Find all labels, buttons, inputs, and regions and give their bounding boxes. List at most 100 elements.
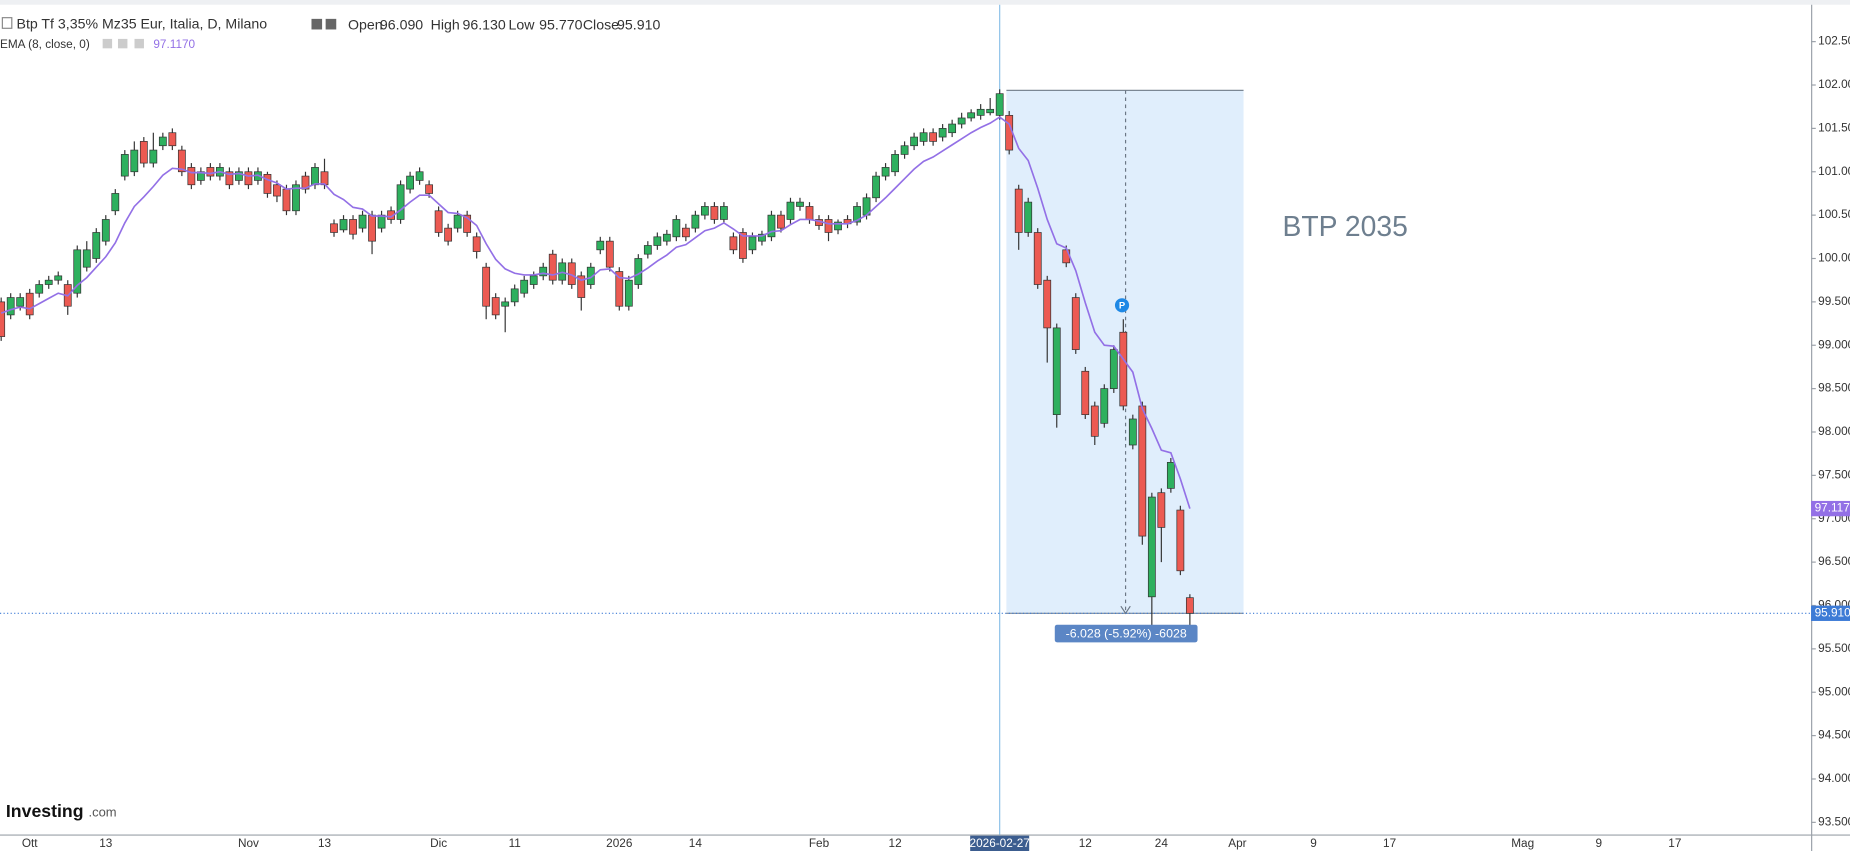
crosshair-label: 2026-02-27 [970,837,1030,850]
annotation: BTP 2035 [1282,210,1407,242]
y-tick-label: 102.500 [1818,35,1850,48]
settings-icon[interactable] [311,18,323,30]
candle-body [158,136,167,147]
candle-body [777,214,785,229]
measure-label-box [1054,624,1198,643]
y-tick-label: 99.500 [1818,295,1850,308]
candle-body [54,275,63,281]
candle-body [691,214,700,229]
x-tick-label: 11 [509,837,521,850]
ema-line [0,116,1191,509]
candle-body [472,236,481,252]
candle-body [330,223,338,233]
candle-body [444,227,453,242]
candle-body [1109,349,1118,389]
candle-body [662,233,671,242]
y-tick-label: 93.500 [1818,815,1850,828]
candle-body [1071,297,1080,350]
brand-suffix: .com [88,805,116,820]
candle-body [425,184,434,194]
legend-value: 95.770 [539,17,582,33]
candle-body [396,184,405,220]
y-tick-label: 94.500 [1818,729,1850,742]
candle-body [938,128,947,138]
event-marker-label: P [1119,299,1125,310]
candle-body [672,219,681,238]
candle-body [1052,327,1061,416]
event-marker[interactable]: P [1114,298,1130,313]
candle-body [101,219,110,242]
x-tick-label: 13 [318,837,332,850]
y-tick-label: 101.000 [1818,165,1850,178]
x-tick-label: 12 [889,837,902,850]
candle-body [900,145,909,155]
indicator-value: 97.1170 [153,38,195,51]
y-tick-label: 97.500 [1818,468,1850,481]
candle-body [1005,115,1014,151]
toolbar-strip [0,0,1850,5]
candle-body [482,266,491,307]
candle-body [35,284,44,294]
legend-value: 96.090 [380,17,423,33]
legend-value: 95.910 [617,17,660,33]
candle-body [539,266,548,277]
x-tick-label: 14 [689,837,703,850]
indicator-icon[interactable] [102,38,113,49]
candle-body [1100,388,1109,424]
plot-area [0,4,1812,835]
candle-body [586,266,595,285]
candle-body [1090,405,1099,437]
candle-body [139,141,148,164]
collapse-icon[interactable] [1,17,13,29]
candle-body [463,214,472,233]
candle-body [368,214,376,242]
candle-body [596,240,605,251]
brand-name: Investing [6,801,84,821]
candle-body [130,149,139,173]
candle-body [282,188,291,212]
last-price-tag-box [1811,605,1850,621]
ema-tag-box [1811,500,1850,517]
indicator-icon[interactable] [117,38,128,49]
y-tick-label: 99.000 [1818,338,1850,351]
x-tick-label: 9 [1310,837,1317,850]
close-icon[interactable] [325,18,337,30]
candle-body [1138,405,1147,537]
candle-body [225,171,234,186]
candle-body [872,175,880,199]
candle-body [720,206,728,220]
candle-body [358,214,367,229]
legend-label: Close [583,17,619,33]
candle-body [1185,597,1194,614]
candle-body [624,279,633,307]
candle-body [653,236,662,246]
candle-body [82,249,91,268]
y-tick-label: 98.500 [1818,382,1850,395]
x-tick-label: 24 [1155,837,1169,850]
candle-body [710,206,719,220]
candle-body [976,108,985,116]
candle-body [177,149,186,173]
indicator-icon[interactable] [134,38,144,49]
y-tick-label: 100.500 [1818,208,1850,221]
legend-label: High [431,17,460,33]
y-tick-label: 101.500 [1818,121,1850,134]
candle-body [758,233,766,242]
y-tick-label: 95.500 [1818,642,1850,655]
candle-body [529,275,538,285]
candle-body [320,171,329,186]
candle-body [311,167,319,186]
candle-body [44,279,53,285]
candle-body [434,210,443,233]
candle-body [957,117,966,125]
candle-body [1147,496,1156,598]
candle-body [196,171,205,181]
candle-body [1033,232,1042,285]
legend-label: Low [509,17,536,33]
candle-body [1166,462,1175,489]
candle-body [1014,188,1023,233]
candle-body [1128,418,1137,446]
